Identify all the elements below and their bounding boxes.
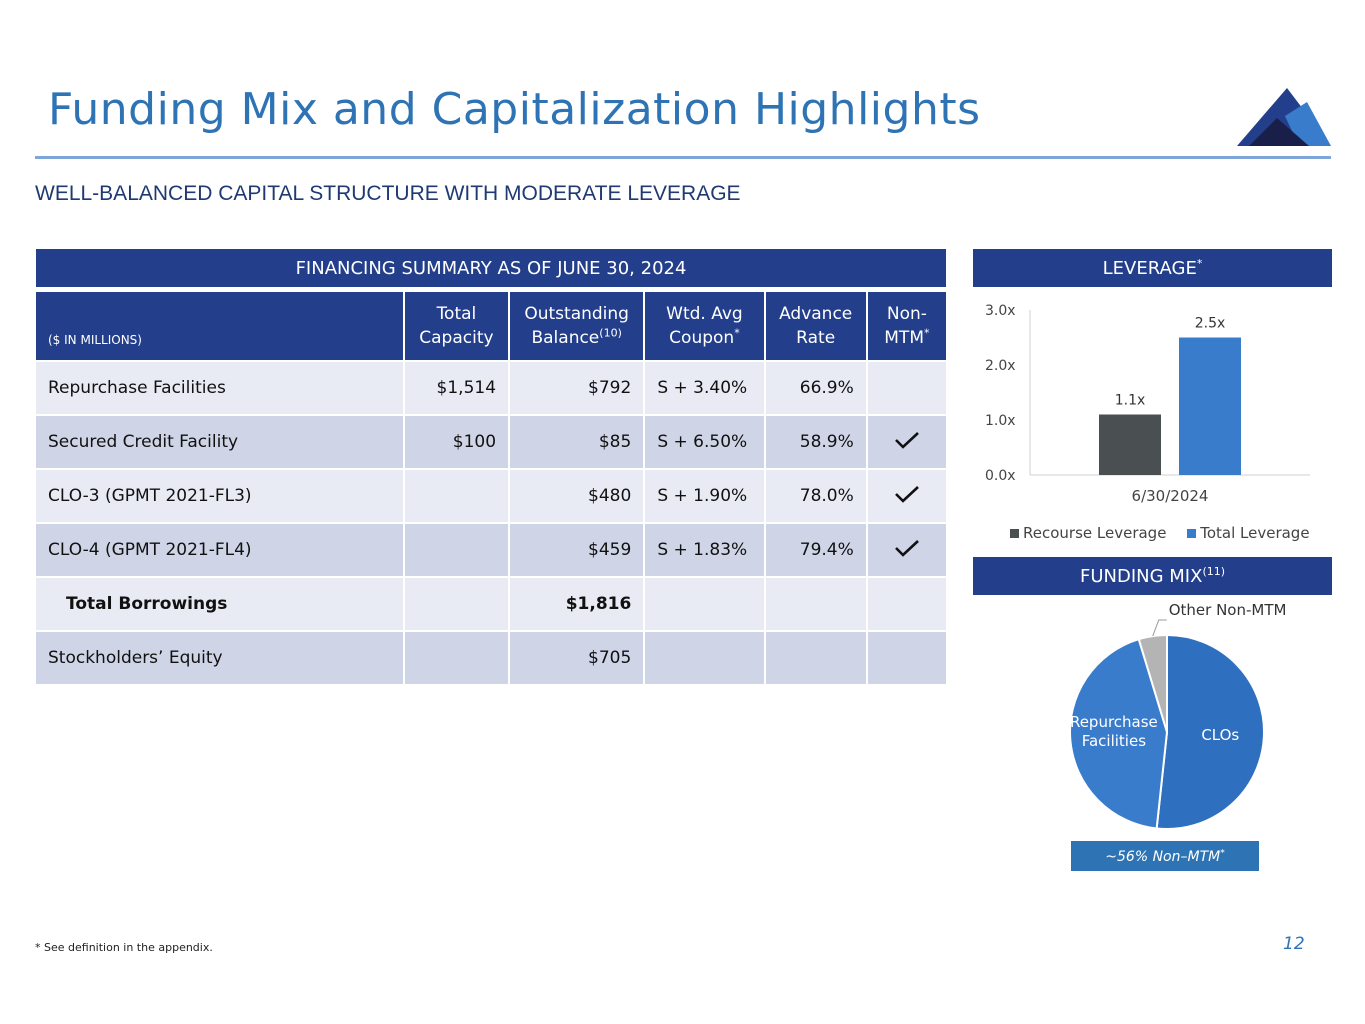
page-title: Funding Mix and Capitalization Highlight… [48,84,981,135]
col-advance-rate: Advance Rate [765,292,866,360]
legend-item-total: Total Leverage [1187,524,1310,542]
cell-balance: $705 [510,632,644,684]
table-row: Secured Credit Facility $100 $85 S + 6.5… [36,416,946,468]
cell-capacity [404,470,509,522]
leverage-legend: Recourse Leverage Total Leverage [1010,524,1326,542]
cell-coupon: S + 6.50% [645,416,764,468]
cell-coupon: S + 3.40% [645,362,764,414]
cell-non-mtm [867,362,946,414]
table-row: CLO-3 (GPMT 2021-FL3) $480 S + 1.90% 78.… [36,470,946,522]
cell-capacity: $100 [404,416,509,468]
col-non-mtm: Non- MTM* [867,292,946,360]
mountain-logo-icon [1237,88,1331,146]
cell-balance: $459 [510,524,644,576]
pie-slice-repurchase-facilities [1069,637,1169,830]
checkmark-icon [894,539,919,557]
row-name: Secured Credit Facility [36,416,403,468]
cell-advance: 58.9% [765,416,866,468]
cell-non-mtm [867,632,946,684]
row-name: Stockholders’ Equity [36,632,403,684]
pie-label-other-non-mtm: Other Non-MTM [1169,601,1287,619]
row-name: CLO-4 (GPMT 2021-FL4) [36,524,403,576]
cell-advance: 79.4% [765,524,866,576]
leverage-bar-chart: 0.0x 1.0x 2.0x 3.0x 1.1x 2.5x 6/30/2024 [985,303,1310,505]
bar-data-label: 2.5x [1195,316,1226,332]
cell-non-mtm [867,524,946,576]
pie-leader-line [1152,619,1167,637]
cell-coupon: S + 1.90% [645,470,764,522]
y-tick-label: 3.0x [985,303,1016,319]
leverage-header: LEVERAGE* [973,249,1332,287]
table-row-total: Total Borrowings $1,816 [36,578,946,630]
financing-summary-header: FINANCING SUMMARY AS OF JUNE 30, 2024 [36,249,946,287]
cell-advance: 78.0% [765,470,866,522]
checkmark-icon [894,431,919,449]
cell-balance: $1,816 [510,578,644,630]
table-row: Stockholders’ Equity $705 [36,632,946,684]
col-wtd-avg-coupon: Wtd. Avg Coupon* [645,292,764,360]
section-subtitle: WELL-BALANCED CAPITAL STRUCTURE WITH MOD… [35,182,741,205]
cell-non-mtm [867,470,946,522]
footnote: * See definition in the appendix. [35,941,213,954]
cell-advance [765,632,866,684]
cell-coupon: S + 1.83% [645,524,764,576]
y-tick-label: 2.0x [985,358,1016,374]
table-row: CLO-4 (GPMT 2021-FL4) $459 S + 1.83% 79.… [36,524,946,576]
cell-non-mtm [867,416,946,468]
table-row: Repurchase Facilities $1,514 $792 S + 3.… [36,362,946,414]
title-divider [35,156,1331,159]
bar-recourse-leverage [1099,414,1161,475]
cell-capacity [404,524,509,576]
cell-capacity [404,632,509,684]
cell-capacity: $1,514 [404,362,509,414]
funding-mix-pie-chart: CLOs Repurchase Facilities Other Non-MTM [1069,601,1287,830]
legend-item-recourse: Recourse Leverage [1010,524,1166,542]
row-name: Repurchase Facilities [36,362,403,414]
pie-label-clos: CLOs [1201,726,1239,744]
x-tick-label: 6/30/2024 [1132,487,1209,505]
pie-label-repurchase-facilities: Repurchase Facilities [1070,713,1158,750]
row-name: CLO-3 (GPMT 2021-FL3) [36,470,403,522]
funding-mix-header: FUNDING MIX(11) [973,557,1332,595]
y-tick-label: 0.0x [985,468,1016,484]
cell-advance [765,578,866,630]
units-label: ($ IN MILLIONS) [36,292,403,360]
pie-slice-clos [1155,633,1265,830]
y-tick-label: 1.0x [985,413,1016,429]
bar-data-label: 1.1x [1115,393,1146,409]
row-name: Total Borrowings [36,578,403,630]
cell-balance: $480 [510,470,644,522]
cell-coupon [645,632,764,684]
cell-non-mtm [867,578,946,630]
col-total-capacity: Total Capacity [404,292,509,360]
col-outstanding-balance: Outstanding Balance(10) [510,292,644,360]
cell-balance: $85 [510,416,644,468]
financing-summary-table: ($ IN MILLIONS) Total Capacity Outstandin… [34,290,948,686]
cell-balance: $792 [510,362,644,414]
non-mtm-callout: ~56% Non–MTM* [1071,841,1259,871]
checkmark-icon [894,485,919,503]
page-number: 12 [1283,934,1305,954]
bar-total-leverage [1179,337,1241,475]
cell-advance: 66.9% [765,362,866,414]
cell-coupon [645,578,764,630]
cell-capacity [404,578,509,630]
